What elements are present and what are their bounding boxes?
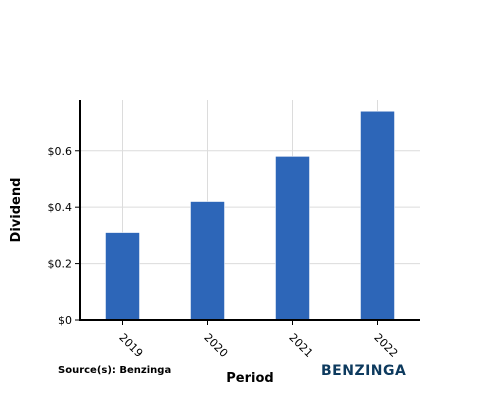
y-tick-labels: $0 $0.2 $0.4 $0.6 <box>48 145 73 327</box>
y-tick-label: $0.6 <box>48 145 73 158</box>
bar-2020 <box>190 201 225 321</box>
y-tick-label: $0.2 <box>48 258 73 271</box>
y-tick-label: $0.4 <box>48 201 73 214</box>
x-tick-label: 2020 <box>201 331 230 360</box>
x-tick-label: 2021 <box>286 331 315 360</box>
bar-2019 <box>105 232 140 321</box>
brand-logo: BENZINGA <box>321 363 406 379</box>
y-tick-label: $0 <box>58 314 72 327</box>
bar-2021 <box>275 156 310 321</box>
x-axis-title: Period <box>226 371 273 386</box>
x-tick-label: 2019 <box>116 331 145 360</box>
bars <box>105 111 395 321</box>
bar-2022 <box>360 111 395 321</box>
x-tick-labels: 2019 2020 2021 2022 <box>116 331 400 360</box>
source-note: Source(s): Benzinga <box>58 365 171 376</box>
x-tick-label: 2022 <box>371 331 400 360</box>
y-axis-title: Dividend <box>9 178 24 243</box>
axes <box>75 100 420 325</box>
